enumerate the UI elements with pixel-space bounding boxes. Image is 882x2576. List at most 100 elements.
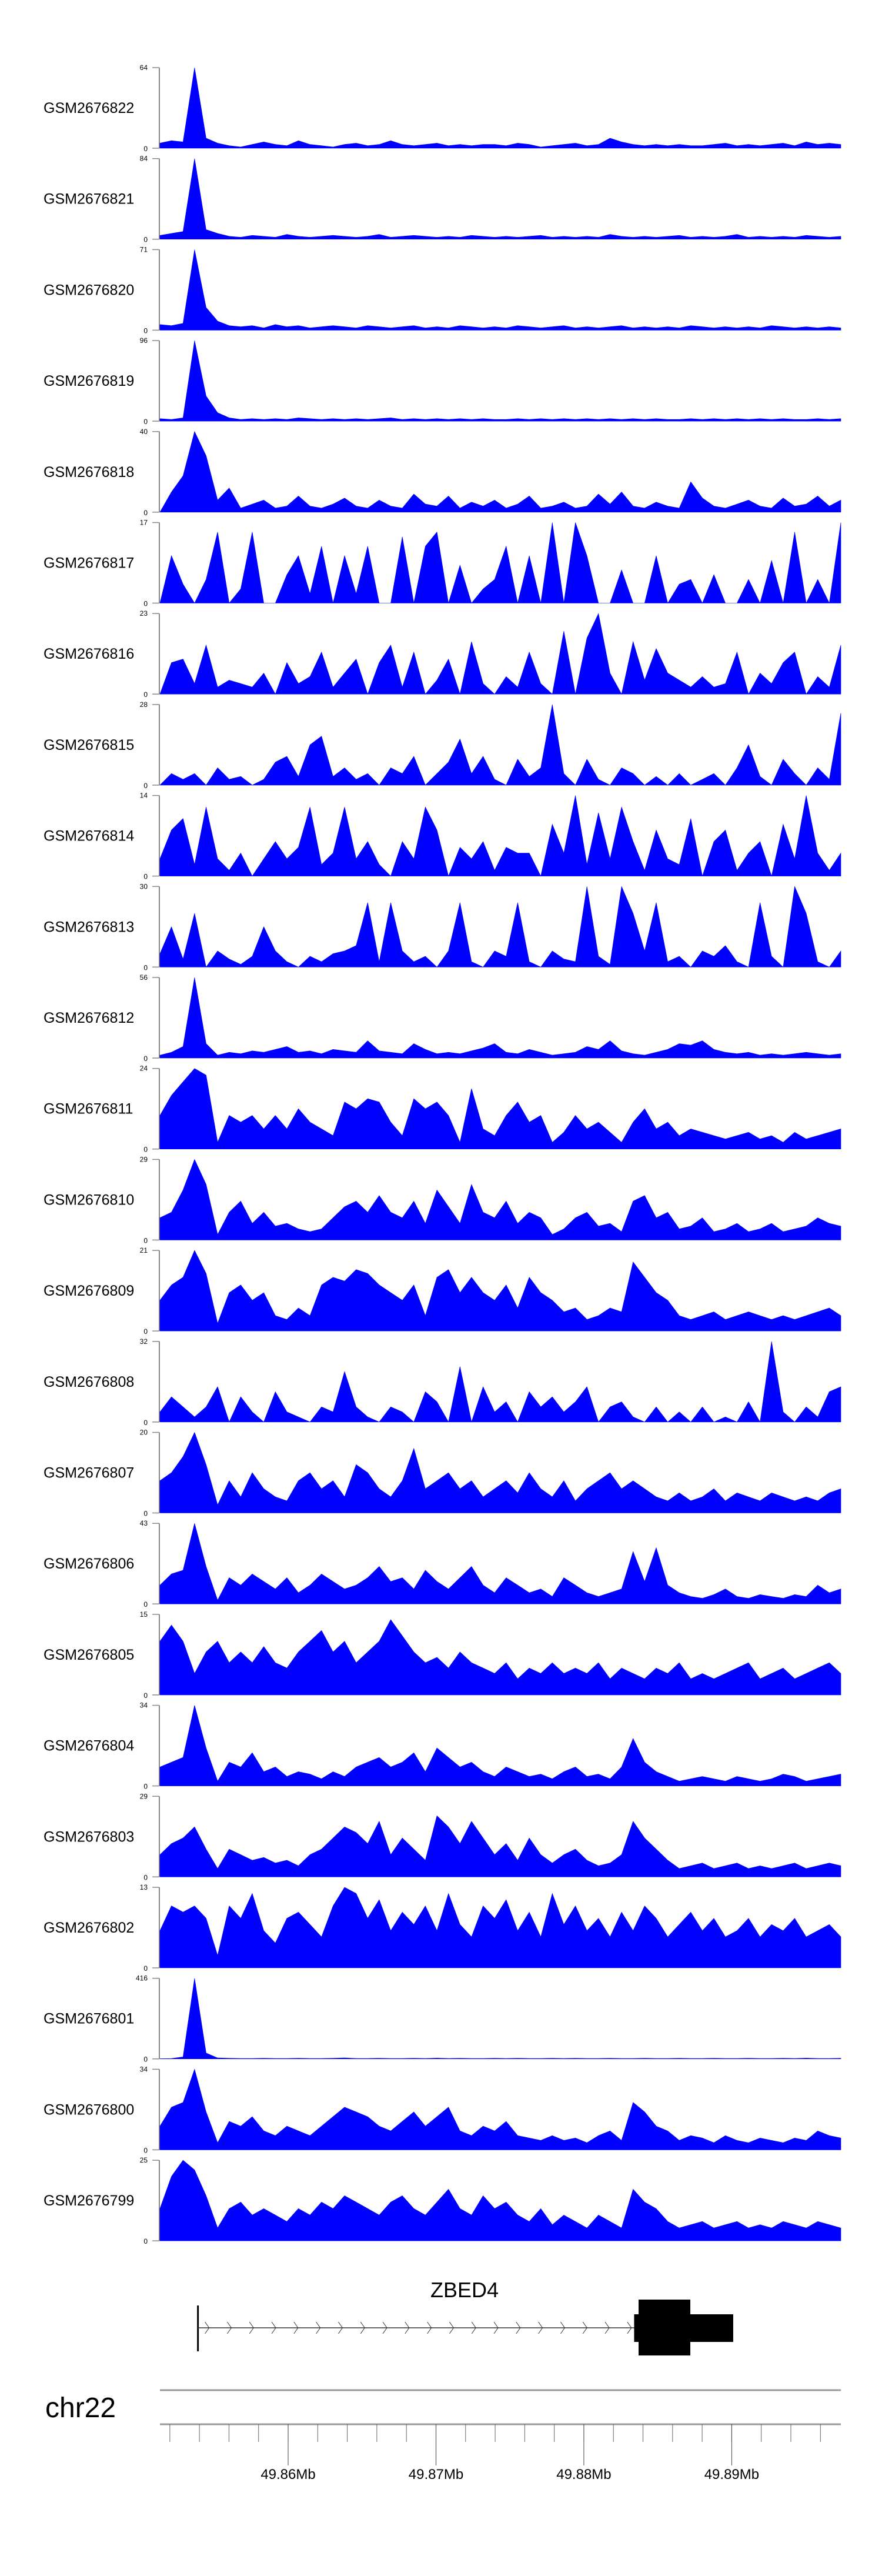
- track-GSM2676821: GSM2676821 84 0: [44, 155, 841, 244]
- coverage-tracks: GSM2676822640GSM2676821840GSM2676820710G…: [44, 64, 841, 2245]
- y-tick-label-max: 13: [140, 1883, 148, 1891]
- track-GSM2676801: GSM2676801 416 0: [44, 1974, 841, 2064]
- cds-exon: [638, 2300, 691, 2355]
- y-tick-label-min: 0: [143, 1055, 148, 1063]
- coverage-area: [159, 1250, 841, 1332]
- coverage-area: [159, 1978, 841, 2059]
- y-tick-label-min: 0: [143, 1600, 148, 1609]
- coverage-area: [159, 1705, 841, 1786]
- strand-chevron-icon: [360, 2321, 365, 2334]
- strand-chevron-icon: [205, 2321, 210, 2334]
- track-label: GSM2676799: [44, 2193, 134, 2209]
- track-label: GSM2676817: [44, 555, 134, 572]
- track-label: GSM2676815: [44, 737, 134, 753]
- track-GSM2676813: GSM2676813 30 0: [44, 882, 841, 972]
- y-tick-label-max: 40: [140, 428, 148, 436]
- strand-chevron-icon: [493, 2321, 499, 2334]
- y-tick-label-max: 23: [140, 609, 148, 618]
- track-GSM2676815: GSM2676815 28 0: [44, 700, 841, 790]
- track-label: GSM2676807: [44, 1465, 134, 1481]
- coverage-area: [159, 431, 841, 513]
- strand-chevron-icon: [582, 2321, 587, 2334]
- track-GSM2676816: GSM2676816 23 0: [44, 609, 841, 699]
- track-label: GSM2676816: [44, 646, 134, 662]
- y-tick-label-max: 29: [140, 1792, 148, 1800]
- coverage-area: [159, 613, 841, 695]
- track-GSM2676806: GSM2676806 43 0: [44, 1519, 841, 1609]
- y-tick-label-max: 43: [140, 1519, 148, 1527]
- y-tick-label-min: 0: [143, 963, 148, 972]
- track-label: GSM2676813: [44, 919, 134, 935]
- y-tick-label-max: 24: [140, 1065, 148, 1073]
- strand-chevron-icon: [449, 2321, 455, 2334]
- y-tick-label-max: 30: [140, 882, 148, 890]
- chromosome-label: chr22: [45, 2393, 116, 2424]
- coverage-area: [159, 1619, 841, 1696]
- y-tick-label-max: 84: [140, 155, 148, 163]
- track-label: GSM2676820: [44, 282, 134, 298]
- y-tick-label-min: 0: [143, 326, 148, 335]
- strand-chevron-icon: [627, 2321, 632, 2334]
- strand-chevron-icon: [249, 2321, 254, 2334]
- track-GSM2676822: GSM2676822 64 0: [44, 64, 841, 153]
- x-tick-label: 49.88Mb: [556, 2467, 611, 2482]
- strand-chevron-icon: [227, 2321, 232, 2334]
- y-tick-label-max: 416: [136, 1974, 148, 1983]
- track-label: GSM2676814: [44, 828, 134, 845]
- y-tick-label-min: 0: [143, 236, 148, 244]
- track-GSM2676818: GSM2676818 40 0: [44, 428, 841, 517]
- coverage-area: [159, 1815, 841, 1877]
- track-GSM2676812: GSM2676812 56 0: [44, 973, 841, 1063]
- track-label: GSM2676802: [44, 1920, 134, 1936]
- y-tick-label-max: 14: [140, 792, 148, 800]
- coverage-area: [159, 341, 841, 422]
- y-tick-label-max: 20: [140, 1429, 148, 1437]
- y-tick-label-max: 29: [140, 1155, 148, 1163]
- coverage-area: [159, 2068, 841, 2150]
- track-label: GSM2676801: [44, 2011, 134, 2027]
- track-GSM2676799: GSM2676799 25 0: [44, 2156, 841, 2245]
- coverage-area: [159, 1523, 841, 1604]
- track-label: GSM2676811: [44, 1101, 133, 1117]
- track-label: GSM2676818: [44, 464, 134, 481]
- strand-chevron-icon: [538, 2321, 543, 2334]
- strand-chevron-icon: [427, 2321, 432, 2334]
- y-tick-label-min: 0: [143, 1236, 148, 1244]
- y-tick-label-min: 0: [143, 2056, 148, 2064]
- coverage-area: [159, 1887, 841, 1968]
- x-tick-label: 49.87Mb: [409, 2467, 463, 2482]
- x-tick-label: 49.89Mb: [704, 2467, 759, 2482]
- y-tick-label-min: 0: [143, 600, 148, 608]
- y-tick-label-max: 96: [140, 336, 148, 345]
- y-tick-label-min: 0: [143, 1691, 148, 1700]
- track-GSM2676803: GSM2676803 29 0: [44, 1792, 841, 1881]
- gene-name-label: ZBED4: [430, 2278, 499, 2302]
- strand-chevron-icon: [516, 2321, 521, 2334]
- track-label: GSM2676812: [44, 1010, 134, 1026]
- coverage-area: [159, 1341, 841, 1423]
- y-tick-label-min: 0: [143, 2237, 148, 2245]
- track-label: GSM2676805: [44, 1647, 134, 1663]
- y-tick-label-min: 0: [143, 1964, 148, 1973]
- track-GSM2676805: GSM2676805 15 0: [44, 1610, 841, 1700]
- strand-chevron-icon: [604, 2321, 610, 2334]
- strand-chevron-icon: [471, 2321, 476, 2334]
- strand-chevron-icon: [316, 2321, 321, 2334]
- y-tick-label-min: 0: [143, 873, 148, 881]
- track-label: GSM2676819: [44, 373, 134, 389]
- y-tick-label-max: 71: [140, 245, 148, 253]
- strand-chevron-icon: [293, 2321, 299, 2334]
- genome-axis: chr22 49.86Mb 49.87Mb 49.88Mb 49.89Mb: [45, 2389, 841, 2482]
- coverage-area: [159, 67, 841, 149]
- coverage-area: [159, 158, 841, 239]
- coverage-area: [159, 1432, 841, 1513]
- y-tick-label-max: 17: [140, 519, 148, 527]
- y-tick-label-min: 0: [143, 1510, 148, 1518]
- y-tick-label-min: 0: [143, 690, 148, 699]
- y-tick-label-min: 0: [143, 2146, 148, 2154]
- track-GSM2676819: GSM2676819 96 0: [44, 336, 841, 426]
- y-tick-label-min: 0: [143, 145, 148, 153]
- coverage-area: [159, 1068, 841, 1149]
- strand-chevron-icon: [271, 2321, 276, 2334]
